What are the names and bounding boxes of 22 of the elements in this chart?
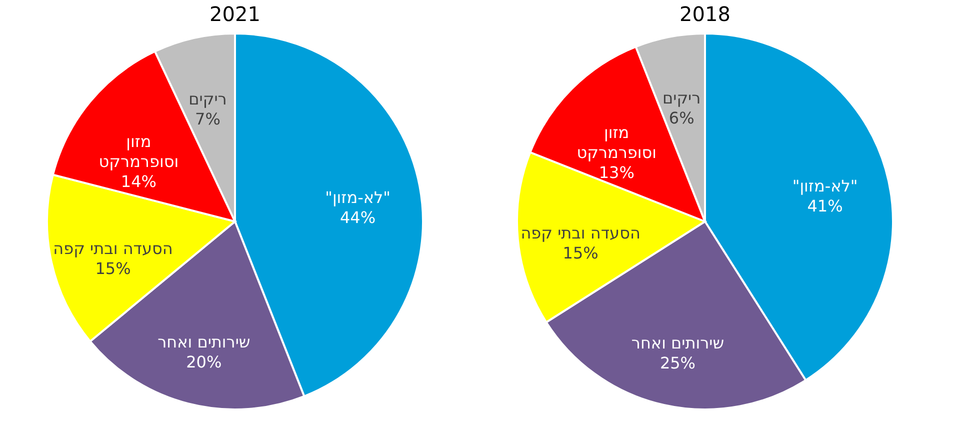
data-label: 7% <box>195 110 220 129</box>
slice-label: ריקים <box>662 88 701 108</box>
data-label: 44% <box>340 208 376 228</box>
chart-title: 2018 <box>680 2 730 26</box>
data-label: 13% <box>598 163 634 182</box>
data-label: 15% <box>95 258 131 278</box>
data-label: 25% <box>660 353 696 372</box>
slice-label: "לא-מזון" <box>325 188 390 208</box>
slice-label: "לא-מזון" <box>792 176 858 196</box>
slice-label: מזון וסופרמרקט <box>576 123 656 162</box>
slice-label: הסעדה ובתי קפה <box>520 223 640 242</box>
slice-label: שירותים ואחר <box>631 333 724 352</box>
data-label: 14% <box>120 172 156 191</box>
chart-title: 2021 <box>210 2 260 26</box>
data-label: 41% <box>807 196 843 216</box>
slice-label: הסעדה ובתי קפה <box>53 238 173 258</box>
slice-label: מזון וסופרמרקט <box>98 132 179 171</box>
data-label: 6% <box>668 108 694 128</box>
slice-label: ריקים <box>188 90 227 109</box>
data-label: 20% <box>186 352 222 372</box>
slice-label: שירותים ואחר <box>158 332 250 352</box>
data-label: 15% <box>562 243 598 262</box>
